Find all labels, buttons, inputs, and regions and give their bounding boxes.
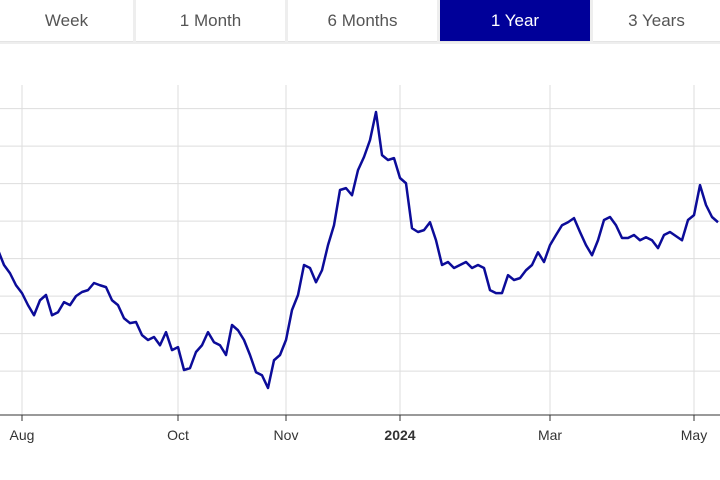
x-tick-label: 2024	[384, 427, 415, 443]
x-tick-label: Mar	[538, 427, 562, 443]
range-tab[interactable]: 1 Year	[440, 0, 590, 42]
range-tab[interactable]: 3 Years	[593, 0, 720, 42]
range-tab[interactable]: Week	[0, 0, 133, 42]
x-tick-label: Oct	[167, 427, 189, 443]
x-tick-label: May	[681, 427, 707, 443]
range-tab[interactable]: 1 Month	[136, 0, 285, 42]
x-tick-label: Nov	[274, 427, 299, 443]
price-line	[0, 110, 719, 390]
range-tab[interactable]: 6 Months	[288, 0, 437, 42]
range-tabs: Week 1 Month 6 Months 1 Year 3 Years	[0, 0, 720, 44]
x-tick-label: Aug	[10, 427, 35, 443]
